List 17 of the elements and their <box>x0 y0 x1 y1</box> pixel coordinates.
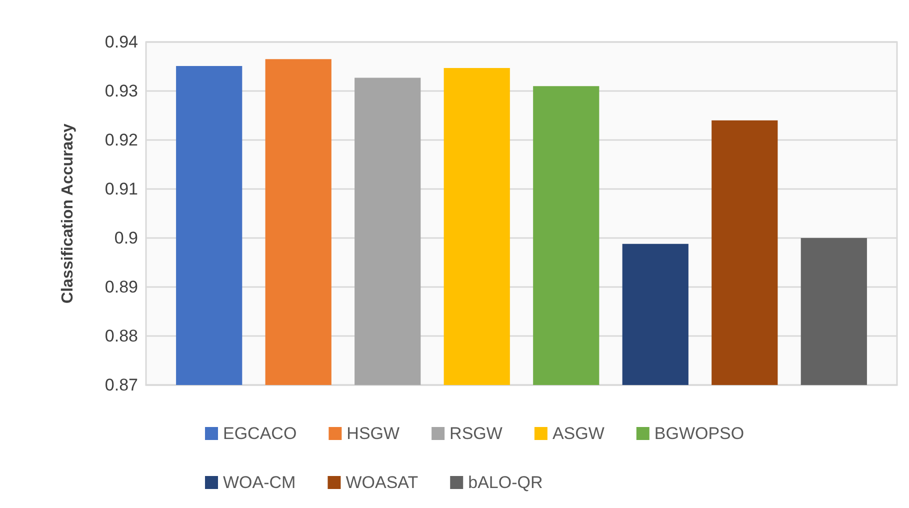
y-tick-label: 0.89 <box>104 278 138 296</box>
legend-label: EGCACO <box>223 424 297 443</box>
y-tick-label: 0.9 <box>114 228 138 248</box>
legend-label: bALO-QR <box>468 473 543 492</box>
y-axis-title: Classification Accuracy <box>60 123 76 304</box>
legend-label: WOA-CM <box>223 473 296 492</box>
legend-label: WOASAT <box>346 473 418 492</box>
legend-label: HSGW <box>346 424 400 443</box>
y-tick-label: 0.92 <box>104 130 138 150</box>
legend-label: RSGW <box>450 424 502 443</box>
legend-label: BGWOPSO <box>654 424 744 443</box>
y-tick-label: 0.94 <box>104 32 138 52</box>
y-tick-label: 0.91 <box>104 180 138 198</box>
y-tick-label: 0.87 <box>104 376 138 394</box>
y-tick-label: 0.88 <box>104 326 138 346</box>
legend-label: ASGW <box>552 424 604 443</box>
y-tick-label: 0.93 <box>104 82 138 100</box>
